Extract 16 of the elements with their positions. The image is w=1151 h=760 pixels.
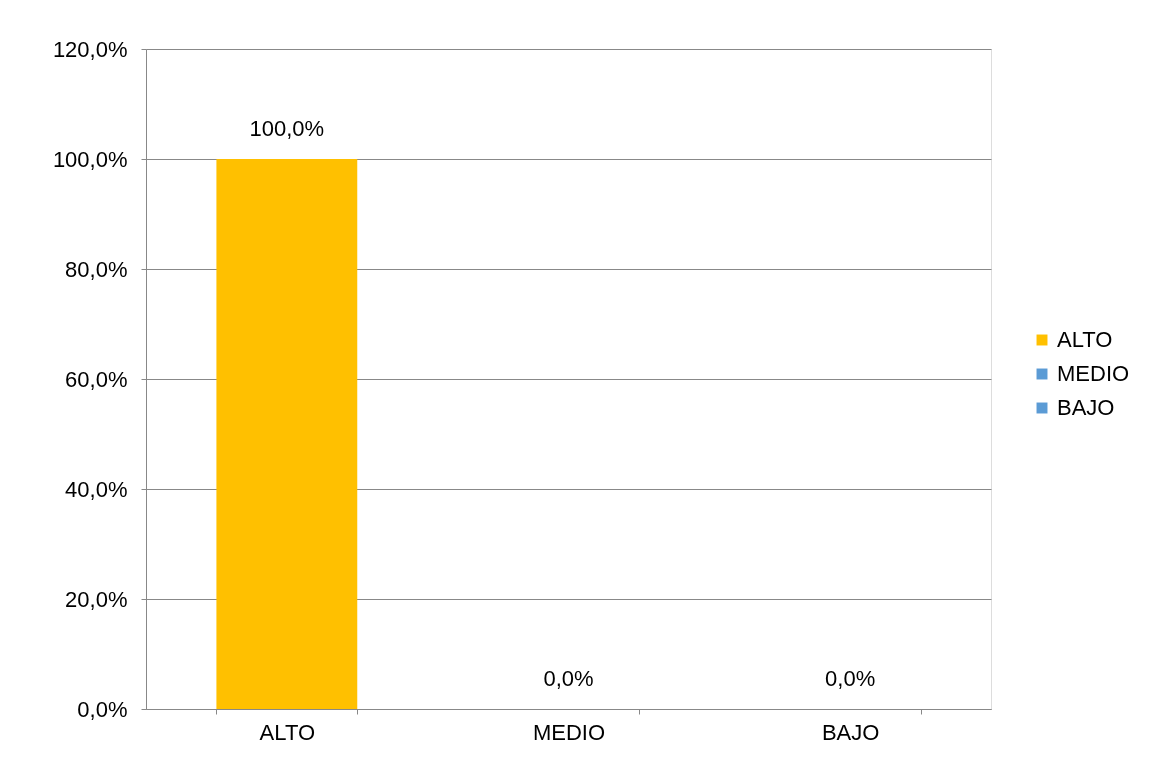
y-tick-label: 80,0% bbox=[65, 256, 128, 282]
legend-label: MEDIO bbox=[1057, 361, 1130, 386]
y-tick-label: 20,0% bbox=[65, 586, 128, 612]
x-tick-label: ALTO bbox=[259, 719, 316, 745]
x-tick-label: MEDIO bbox=[532, 719, 606, 745]
y-tick-label: 120,0% bbox=[52, 36, 128, 62]
data-label: 0,0% bbox=[543, 666, 594, 691]
data-label: 0,0% bbox=[825, 666, 876, 691]
y-tick-label: 40,0% bbox=[65, 476, 128, 502]
legend-label: BAJO bbox=[1057, 395, 1115, 420]
y-tick-label: 0,0% bbox=[77, 696, 128, 722]
y-tick-label: 60,0% bbox=[65, 366, 128, 392]
legend-label: ALTO bbox=[1057, 327, 1113, 352]
x-tick-label: BAJO bbox=[821, 719, 880, 745]
y-tick-label: 100,0% bbox=[52, 146, 128, 172]
data-label: 100,0% bbox=[249, 116, 325, 141]
